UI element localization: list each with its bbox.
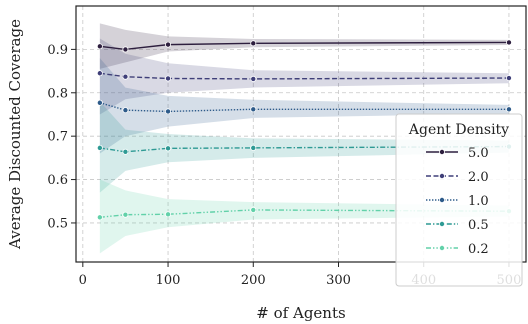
data-point [96, 214, 103, 221]
confidence-band [99, 58, 509, 154]
data-point [122, 107, 129, 114]
legend-box [395, 113, 523, 287]
x-tick-label: 300 [326, 273, 351, 288]
data-point [505, 106, 512, 113]
data-point [122, 211, 129, 218]
confidence-band [99, 179, 509, 254]
x-tick-label: 100 [156, 273, 181, 288]
data-point [96, 144, 103, 151]
y-tick-label: 0.9 [47, 43, 68, 58]
data-point [122, 148, 129, 155]
legend-marker [438, 172, 445, 179]
data-point [505, 75, 512, 82]
legend: Agent Density 5.0 2.0 1.0 0.5 0.2 [395, 113, 523, 287]
legend-marker [438, 220, 445, 227]
legend-label: 0.5 [468, 218, 489, 233]
data-point [165, 108, 172, 115]
data-point [505, 39, 512, 46]
legend-items: 5.0 2.0 1.0 0.5 0.2 [426, 146, 489, 257]
y-tick-label: 0.7 [47, 130, 68, 145]
y-tick-label: 0.6 [47, 173, 68, 188]
legend-label: 0.2 [468, 242, 489, 257]
data-point [165, 145, 172, 152]
legend-label: 5.0 [468, 146, 489, 161]
x-axis-label: # of Agents [256, 304, 345, 322]
legend-marker [438, 196, 445, 203]
y-tick-label: 0.5 [47, 216, 68, 231]
series-line [99, 209, 509, 219]
legend-label: 2.0 [468, 170, 489, 185]
legend-title: Agent Density [408, 122, 509, 138]
data-point [165, 75, 172, 82]
data-point [250, 144, 257, 151]
x-tick-label: 0 [79, 273, 87, 288]
data-point [122, 73, 129, 80]
data-point [165, 41, 172, 48]
y-axis-label: Average Discounted Coverage [6, 19, 24, 250]
data-point [250, 40, 257, 47]
data-point [165, 211, 172, 218]
data-point [250, 75, 257, 82]
y-tick-label: 0.8 [47, 86, 68, 101]
legend-marker [438, 244, 445, 251]
data-point [96, 70, 103, 77]
data-point [122, 46, 129, 53]
data-point [96, 43, 103, 50]
confidence-band [99, 23, 509, 69]
legend-marker [438, 148, 445, 155]
data-point [96, 99, 103, 106]
plot-frame [75, 5, 527, 263]
data-point [250, 106, 257, 113]
x-tick-label: 200 [241, 273, 266, 288]
confidence-band [99, 38, 509, 115]
legend-label: 1.0 [468, 194, 489, 209]
data-point [250, 206, 257, 213]
